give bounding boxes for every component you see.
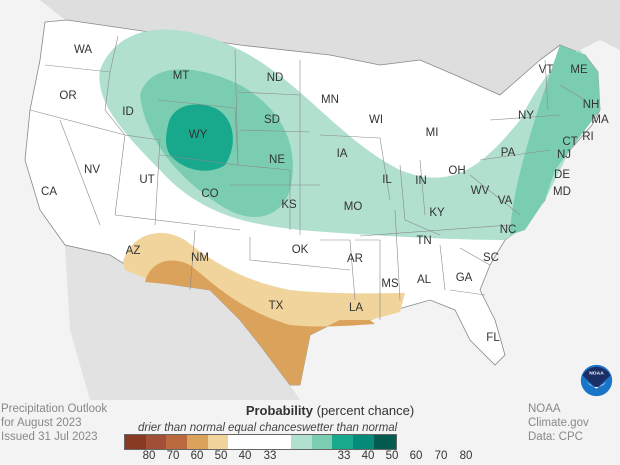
state-label-al: AL xyxy=(416,274,432,286)
title-line-1: Precipitation Outlook xyxy=(1,403,108,415)
state-label-mn: MN xyxy=(321,94,339,106)
legend-tick: 33 xyxy=(263,450,277,462)
legend-swatch xyxy=(332,435,353,449)
state-label-de: DE xyxy=(554,169,570,181)
state-label-ut: UT xyxy=(139,174,155,186)
state-label-nm: NM xyxy=(191,252,209,264)
wet-band-50-northeast xyxy=(510,45,600,235)
state-label-tx: TX xyxy=(268,300,284,312)
state-label-nh: NH xyxy=(582,99,600,111)
state-label-il: IL xyxy=(382,174,392,186)
credit-data: Data: CPC xyxy=(528,431,583,443)
legend-tick: 40 xyxy=(238,450,252,462)
state-label-sc: SC xyxy=(483,252,499,264)
state-label-in: IN xyxy=(415,175,427,187)
title-line-2: for August 2023 xyxy=(1,417,82,429)
legend-equal-label: equal chances xyxy=(228,422,303,434)
canada-landmass xyxy=(40,0,620,95)
legend-swatch xyxy=(311,435,333,449)
legend-swatch xyxy=(166,435,187,449)
legend-tick: 80 xyxy=(142,450,156,462)
legend-tick: 33 xyxy=(337,450,351,462)
credit-source: NOAA Climate.gov xyxy=(528,403,589,429)
map-title-block: Precipitation Outlook for August 2023 Is… xyxy=(1,402,107,444)
state-label-ga: GA xyxy=(455,272,473,284)
state-label-co: CO xyxy=(201,188,219,200)
state-label-az: AZ xyxy=(125,245,141,257)
legend-tick: 80 xyxy=(459,450,473,462)
state-label-id: ID xyxy=(122,106,134,118)
legend-color-bar xyxy=(124,434,397,450)
legend-title: Probability (percent chance) xyxy=(230,403,430,418)
svg-text:NOAA: NOAA xyxy=(589,371,604,377)
state-label-ky: KY xyxy=(429,207,445,219)
state-borders xyxy=(29,35,586,320)
state-label-ne: NE xyxy=(269,154,285,166)
precipitation-outlook-map xyxy=(24,0,620,400)
state-label-or: OR xyxy=(59,90,77,102)
legend-swatch xyxy=(125,435,146,449)
state-label-mo: MO xyxy=(343,201,363,213)
credit-block: NOAA Climate.gov Data: CPC xyxy=(528,402,620,444)
state-label-va: VA xyxy=(497,195,513,207)
state-label-wv: WV xyxy=(470,185,490,197)
state-label-ms: MS xyxy=(381,278,399,290)
state-label-nv: NV xyxy=(84,164,100,176)
legend-wetter-label: wetter than normal xyxy=(302,422,398,434)
legend-title-bold: Probability xyxy=(245,403,313,418)
wet-band-60 xyxy=(166,104,233,171)
state-label-nc: NC xyxy=(499,224,517,236)
legend-swatch xyxy=(373,435,396,449)
legend-swatch xyxy=(228,435,291,449)
state-label-ca: CA xyxy=(41,186,57,198)
state-label-md: MD xyxy=(553,186,571,198)
state-label-nj: NJ xyxy=(556,149,572,161)
state-label-ct: CT xyxy=(562,136,578,148)
legend-swatch xyxy=(291,435,312,449)
state-label-mt: MT xyxy=(172,70,190,82)
state-label-vt: VT xyxy=(538,64,554,76)
state-label-wi: WI xyxy=(368,114,384,126)
state-label-sd: SD xyxy=(264,114,280,126)
legend-tick: 60 xyxy=(190,450,204,462)
legend-swatch xyxy=(186,435,208,449)
legend-tick: 40 xyxy=(361,450,375,462)
state-label-mi: MI xyxy=(425,127,439,139)
legend-swatch xyxy=(207,435,229,449)
state-label-ia: IA xyxy=(336,148,348,160)
legend-tick: 70 xyxy=(434,450,448,462)
dry-band-50 xyxy=(145,260,375,385)
state-label-pa: PA xyxy=(500,147,516,159)
state-label-oh: OH xyxy=(448,165,466,177)
state-label-wa: WA xyxy=(73,44,93,56)
legend-swatch xyxy=(352,435,374,449)
legend-tick: 50 xyxy=(214,450,228,462)
state-label-ny: NY xyxy=(518,110,534,122)
state-label-tn: TN xyxy=(416,235,432,247)
noaa-logo-icon: NOAA xyxy=(580,364,613,397)
legend-drier-label: drier than normal xyxy=(138,422,225,434)
legend-title-rest: (percent chance) xyxy=(313,403,415,418)
legend-tick: 50 xyxy=(385,450,399,462)
legend-tick: 60 xyxy=(409,450,423,462)
state-label-me: ME xyxy=(570,64,588,76)
state-label-fl: FL xyxy=(486,332,500,344)
state-label-ri: RI xyxy=(582,131,594,143)
state-label-ar: AR xyxy=(347,253,363,265)
mexico-landmass xyxy=(65,245,300,400)
state-label-ok: OK xyxy=(291,244,309,256)
state-label-ks: KS xyxy=(281,199,297,211)
legend-tick: 70 xyxy=(166,450,180,462)
state-label-la: LA xyxy=(348,302,364,314)
legend-swatch xyxy=(145,435,167,449)
state-label-ma: MA xyxy=(591,114,609,126)
state-label-wy: WY xyxy=(188,129,208,141)
issued-date: Issued 31 Jul 2023 xyxy=(1,431,98,443)
state-label-nd: ND xyxy=(266,72,284,84)
